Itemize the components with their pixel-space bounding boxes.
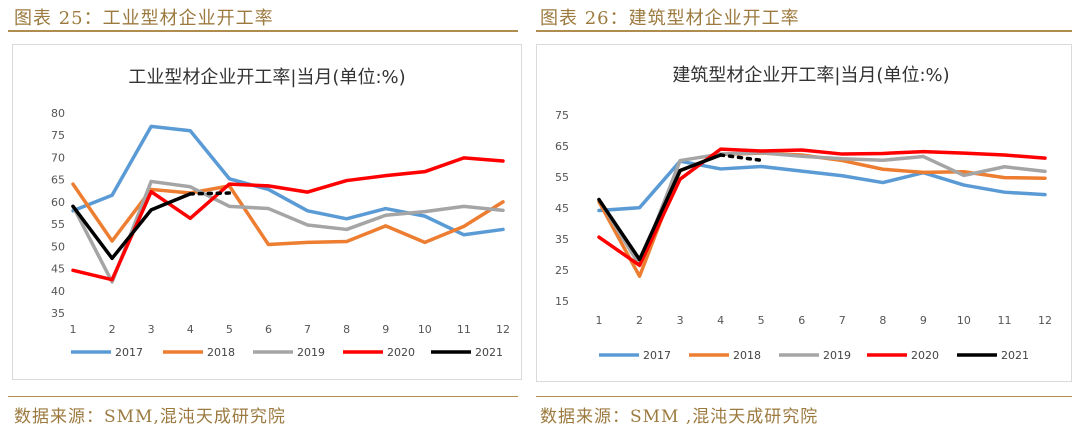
x-tick-label: 5: [226, 323, 233, 336]
source-rule-right: [536, 396, 1072, 397]
legend-label: 2017: [115, 346, 143, 359]
chart-industrial: 工业型材企业开工率|当月(单位:%) 354045505560657075801…: [51, 67, 510, 359]
x-tick-label: 11: [457, 323, 471, 336]
x-tick-label: 12: [496, 323, 510, 336]
series-line-2017: [597, 159, 1047, 213]
y-tick-label: 15: [555, 295, 569, 308]
x-tick-label: 6: [265, 323, 272, 336]
caption-left: 图表 25：工业型材企业开工率: [14, 8, 274, 29]
y-tick-label: 45: [51, 263, 65, 276]
chart-title: 工业型材企业开工率|当月(单位:%): [128, 67, 405, 88]
series-line-2020: [597, 147, 1047, 268]
y-tick-label: 80: [51, 107, 65, 120]
x-tick-label: 5: [758, 314, 765, 327]
chart-panel-construction: 建筑型材企业开工率|当月(单位:%) 15 25 35 45 55 65 75 1 2 3 4 5 6 7…: [536, 44, 1072, 382]
x-tick-label: 7: [304, 323, 311, 336]
y-tick-label: 35: [555, 233, 569, 246]
x-tick-label: 10: [957, 314, 971, 327]
legend-label: 2020: [387, 346, 415, 359]
x-tick-label: 4: [717, 314, 724, 327]
series-line-2021: [597, 153, 723, 262]
x-tick-label: 8: [879, 314, 886, 327]
x-tick-label: 6: [798, 314, 805, 327]
series-line-2021: [71, 192, 193, 261]
y-tick-label: 70: [51, 151, 65, 164]
caption-rule-left: [8, 30, 518, 32]
series-line-2019: [597, 151, 1047, 268]
x-tick-label: 12: [1038, 314, 1052, 327]
y-tick-label: 50: [51, 240, 65, 253]
y-tick-label: 65: [51, 174, 65, 187]
series-line-2021-dashed: [718, 153, 763, 163]
y-tick-label: 75: [51, 129, 65, 142]
x-tick-label: 7: [839, 314, 846, 327]
x-tick-label: 4: [187, 323, 194, 336]
series-line-2019: [71, 179, 505, 284]
x-tick-label: 8: [343, 323, 350, 336]
chart-title: 建筑型材企业开工率|当月(单位:%): [672, 65, 949, 86]
y-tick-label: 35: [51, 307, 65, 320]
y-tick-label: 65: [555, 140, 569, 153]
y-tick-label: 55: [555, 171, 569, 184]
x-tick-label: 9: [382, 323, 389, 336]
x-tick-label: 2: [109, 323, 116, 336]
series-line-2017: [71, 124, 505, 237]
x-tick-label: 1: [596, 314, 603, 327]
source-right: 数据来源：SMM ,混沌天成研究院: [540, 407, 819, 427]
source-left: 数据来源：SMM,混沌天成研究院: [14, 407, 286, 427]
x-tick-label: 3: [677, 314, 684, 327]
legend-label: 2019: [823, 349, 851, 362]
legend-label: 2020: [911, 349, 939, 362]
caption-rule-right: [536, 30, 1072, 32]
caption-right: 图表 26：建筑型材企业开工率: [540, 8, 800, 29]
legend-label: 2021: [1001, 349, 1029, 362]
x-tick-label: 10: [418, 323, 432, 336]
legend-label: 2018: [733, 349, 761, 362]
x-tick-label: 11: [997, 314, 1011, 327]
y-tick-label: 60: [51, 196, 65, 209]
source-rule-left: [8, 396, 518, 397]
series-line-2021-dashed: [188, 191, 232, 196]
legend-label: 2021: [475, 346, 503, 359]
y-tick-label: 40: [51, 285, 65, 298]
legend-label: 2018: [207, 346, 235, 359]
x-tick-label: 2: [636, 314, 643, 327]
x-tick-label: 9: [920, 314, 927, 327]
x-tick-label: 3: [148, 323, 155, 336]
legend-label: 2017: [643, 349, 671, 362]
legend-label: 2019: [297, 346, 325, 359]
y-tick-label: 25: [555, 264, 569, 277]
y-tick-label: 75: [555, 109, 569, 122]
y-tick-label: 45: [555, 202, 569, 215]
y-tick-label: 55: [51, 218, 65, 231]
chart-panel-industrial: 工业型材企业开工率|当月(单位:%) 35 40 45 50 55 60 65 70 75 80 1…: [12, 44, 522, 380]
series-line-2020: [71, 156, 505, 282]
x-tick-label: 1: [70, 323, 77, 336]
